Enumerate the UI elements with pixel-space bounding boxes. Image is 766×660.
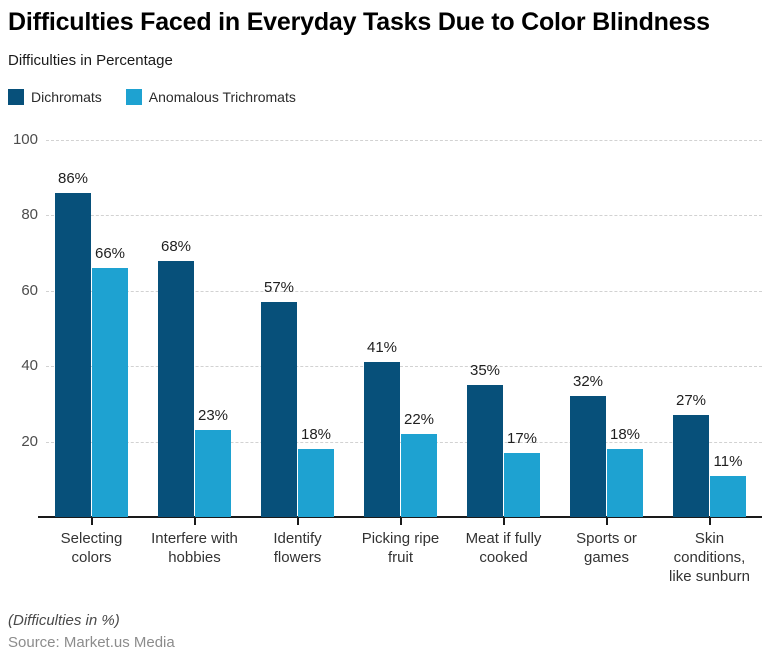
- bar-value-label: 18%: [609, 426, 641, 444]
- plot-area: 20 40 60 80 100 86% 66% Selecting colors 68% 23% I…: [13, 131, 762, 585]
- legend-item: Anomalous Trichromats: [125, 89, 296, 105]
- bar-value-label: 18%: [300, 426, 332, 444]
- footer-note: (Difficulties in %): [8, 612, 120, 629]
- bar-anomalous-trichromats: [710, 475, 746, 517]
- bar-column: 41%: [364, 140, 400, 517]
- bar-column: 22%: [401, 140, 437, 517]
- bar-group: 57% 18%: [261, 140, 334, 517]
- bar-group: 35% 17%: [467, 140, 540, 517]
- bar-column: 11%: [710, 140, 746, 517]
- bar-value-label: 35%: [469, 362, 501, 380]
- bar-column: 86%: [55, 140, 91, 517]
- bar-value-label: 27%: [675, 392, 707, 410]
- bar-dichromats: [570, 396, 606, 517]
- bar-column: 17%: [504, 140, 540, 517]
- x-axis-category-label: Meat if fully cooked: [465, 530, 542, 566]
- legend-swatch-icon: [125, 89, 142, 105]
- x-axis-tick: [708, 518, 711, 525]
- bar-dichromats: [55, 192, 91, 517]
- bar-value-label: 11%: [713, 452, 743, 470]
- x-axis-category-label: Sports or games: [576, 530, 637, 566]
- x-axis-tick: [296, 518, 299, 525]
- x-axis-category-label: Picking ripe fruit: [361, 530, 440, 566]
- bar-dichromats: [158, 260, 194, 517]
- bar-anomalous-trichromats: [298, 449, 334, 517]
- y-axis-label: 40: [21, 357, 38, 375]
- bar-value-label: 22%: [403, 411, 435, 429]
- x-axis-tick: [605, 518, 608, 525]
- bar-dichromats: [364, 362, 400, 517]
- gridline-40: [46, 366, 762, 368]
- bar-value-label: 17%: [506, 429, 538, 447]
- chart-subtitle: Difficulties in Percentage: [8, 52, 173, 69]
- x-axis-category-label: Selecting colors: [60, 530, 123, 566]
- x-axis-category-label: Identify flowers: [273, 530, 322, 566]
- bar-group: 32% 18%: [570, 140, 643, 517]
- x-axis-category-label: Skin conditions, like sunburn: [669, 530, 750, 585]
- footer-source: Source: Market.us Media: [8, 634, 175, 651]
- y-axis-label: 80: [21, 206, 38, 224]
- legend-label: Dichromats: [31, 89, 102, 105]
- bar-dichromats: [673, 415, 709, 517]
- x-axis-line: [38, 516, 762, 518]
- x-axis-tick: [502, 518, 505, 525]
- gridline-80: [46, 215, 762, 217]
- bar-value-label: 68%: [160, 237, 192, 255]
- y-axis-label: 20: [21, 432, 38, 450]
- bar-value-label: 66%: [94, 245, 126, 263]
- x-axis-tick: [193, 518, 196, 525]
- bar-dichromats: [261, 302, 297, 517]
- bar-value-label: 86%: [57, 169, 89, 187]
- bar-anomalous-trichromats: [195, 430, 231, 517]
- bar-value-label: 23%: [197, 407, 229, 425]
- bar-column: 68%: [158, 140, 194, 517]
- x-axis-category-label: Interfere with hobbies: [151, 530, 238, 566]
- x-axis-tick: [399, 518, 402, 525]
- bar-group: 41% 22%: [364, 140, 437, 517]
- bar-value-label: 32%: [572, 373, 604, 391]
- bar-anomalous-trichromats: [504, 452, 540, 517]
- bar-anomalous-trichromats: [607, 449, 643, 517]
- bar-column: 32%: [570, 140, 606, 517]
- bar-column: 18%: [298, 140, 334, 517]
- gridline-60: [46, 290, 762, 292]
- bar-value-label: 57%: [263, 279, 295, 297]
- bar-group: 86% 66%: [55, 140, 128, 517]
- legend-swatch-icon: [8, 89, 24, 105]
- bar-dichromats: [467, 385, 503, 517]
- bar-value-label: 41%: [366, 339, 398, 357]
- bar-column: 66%: [92, 140, 128, 517]
- bar-column: 23%: [195, 140, 231, 517]
- x-axis-tick: [90, 518, 93, 525]
- legend-label: Anomalous Trichromats: [148, 89, 296, 105]
- chart-footer: (Difficulties in %) Source: Market.us Me…: [8, 611, 175, 653]
- bar-group: 68% 23%: [158, 140, 231, 517]
- y-axis-label: 100: [12, 131, 38, 148]
- bar-column: 27%: [673, 140, 709, 517]
- bar-group: 27% 11%: [673, 140, 746, 517]
- chart-legend: Dichromats Anomalous Trichromats: [8, 89, 296, 105]
- bar-column: 57%: [261, 140, 297, 517]
- bar-column: 18%: [607, 140, 643, 517]
- bar-anomalous-trichromats: [92, 268, 128, 517]
- bar-column: 35%: [467, 140, 503, 517]
- legend-item: Dichromats: [8, 89, 102, 105]
- y-axis-label: 60: [21, 281, 38, 299]
- bar-anomalous-trichromats: [401, 434, 437, 517]
- chart-title: Difficulties Faced in Everyday Tasks Due…: [8, 8, 710, 36]
- gridline-100: [46, 140, 762, 141]
